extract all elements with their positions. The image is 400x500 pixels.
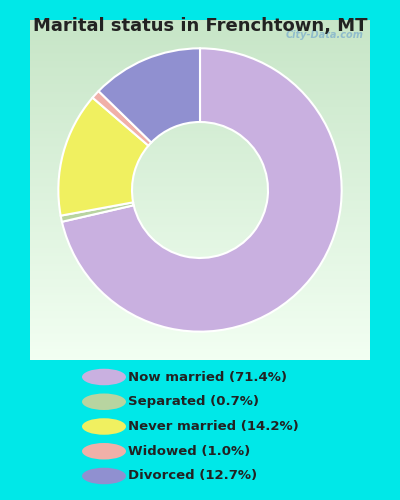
Wedge shape: [62, 48, 342, 332]
Text: City-Data.com: City-Data.com: [285, 30, 363, 40]
Circle shape: [82, 468, 126, 484]
Wedge shape: [92, 91, 151, 146]
Text: Now married (71.4%): Now married (71.4%): [128, 370, 287, 384]
Circle shape: [82, 394, 126, 410]
Wedge shape: [98, 48, 200, 142]
Text: Widowed (1.0%): Widowed (1.0%): [128, 445, 250, 458]
Circle shape: [82, 443, 126, 460]
Text: Divorced (12.7%): Divorced (12.7%): [128, 470, 257, 482]
Text: Separated (0.7%): Separated (0.7%): [128, 395, 259, 408]
Wedge shape: [61, 202, 134, 222]
Text: Never married (14.2%): Never married (14.2%): [128, 420, 299, 433]
Circle shape: [82, 369, 126, 385]
Text: Marital status in Frenchtown, MT: Marital status in Frenchtown, MT: [33, 18, 367, 36]
Circle shape: [82, 418, 126, 435]
Wedge shape: [58, 98, 148, 216]
